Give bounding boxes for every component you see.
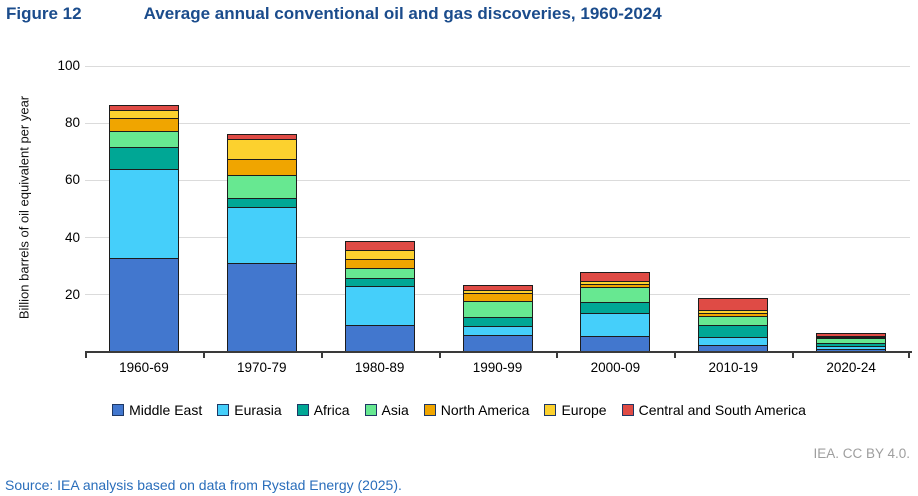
- bar-segment-middle-east-1980-89: [344, 325, 415, 352]
- figure-label: Figure 12: [6, 4, 82, 23]
- x-axis-tick: [674, 353, 677, 358]
- x-tick-label-2020-24: 2020-24: [826, 360, 876, 375]
- legend-item-africa: Africa: [296, 402, 350, 418]
- x-tick-label-1990-99: 1990-99: [472, 360, 523, 375]
- x-axis-line: [85, 351, 912, 353]
- gridline: [85, 179, 910, 181]
- legend-label-central-and-south-america: Central and South America: [638, 402, 806, 418]
- bar-1970-79: [226, 134, 297, 352]
- x-tick-label-2010-19: 2010-19: [708, 360, 758, 375]
- bar-1960-69: [108, 105, 179, 352]
- bar-slot-2000-09: [556, 66, 674, 352]
- bar-segment-europe-1970-79: [226, 139, 297, 160]
- legend-swatch-africa: [296, 404, 309, 416]
- x-axis-labels: 1960-69 1970-79 1980-89 1990-99 2000-09 2010-…: [85, 360, 910, 375]
- bar-segment-north-america-1970-79: [226, 159, 297, 176]
- legend-swatch-eurasia: [217, 404, 230, 416]
- bar-segment-asia-2000-09: [580, 287, 651, 303]
- x-axis-tick: [202, 353, 205, 358]
- bar-1990-99: [462, 285, 533, 352]
- bar-segment-middle-east-2000-09: [580, 336, 651, 352]
- y-tick-label: 40: [64, 229, 80, 245]
- y-axis-labels: 20 40 60 80 100: [38, 58, 80, 352]
- legend-swatch-europe: [544, 404, 557, 416]
- legend-swatch-asia: [364, 404, 377, 416]
- x-tick-label-1960-69: 1960-69: [119, 360, 169, 375]
- x-axis-tick: [792, 353, 795, 358]
- legend-label-north-america: North America: [440, 402, 530, 418]
- y-tick-label: 80: [64, 115, 80, 131]
- bar-slot-1980-89: [321, 66, 439, 352]
- bar-segment-middle-east-1960-69: [108, 258, 179, 352]
- legend-item-europe: Europe: [544, 402, 607, 418]
- bar-segment-asia-1960-69: [108, 131, 179, 148]
- legend-item-eurasia: Eurasia: [217, 402, 282, 418]
- bar-slot-1970-79: [203, 66, 321, 352]
- bar-2010-19: [698, 298, 769, 352]
- legend-item-middle-east: Middle East: [112, 402, 202, 418]
- bar-segment-eurasia-1970-79: [226, 207, 297, 264]
- legend-label-africa: Africa: [313, 402, 350, 418]
- x-ticks: [85, 353, 910, 359]
- bars: [85, 66, 910, 352]
- bar-segment-asia-1990-99: [462, 301, 533, 318]
- bar-segment-eurasia-1960-69: [108, 169, 179, 259]
- gridline: [85, 237, 910, 239]
- plot-area: [85, 65, 910, 352]
- bar-segment-eurasia-2000-09: [580, 313, 651, 337]
- y-axis-title: Billion barrels of oil equivalent per ye…: [16, 95, 32, 320]
- bar-segment-north-america-1960-69: [108, 118, 179, 132]
- figure-title: Average annual conventional oil and gas …: [143, 4, 662, 23]
- bar-1980-89: [344, 241, 415, 352]
- gridline: [85, 65, 910, 67]
- legend-item-north-america: North America: [423, 402, 530, 418]
- legend-swatch-middle-east: [112, 404, 125, 416]
- x-axis-tick: [438, 353, 441, 358]
- y-tick-label: 100: [57, 58, 80, 73]
- legend-label-europe: Europe: [561, 402, 607, 418]
- bar-segment-eurasia-1980-89: [344, 286, 415, 326]
- title-row: Figure 12 Average annual conventional oil…: [6, 4, 918, 24]
- x-tick-label-1970-79: 1970-79: [237, 360, 287, 375]
- bar-segment-middle-east-1970-79: [226, 263, 297, 352]
- x-axis-tick: [85, 353, 87, 358]
- x-tick-label-1980-89: 1980-89: [354, 360, 405, 375]
- y-tick-label: 20: [64, 286, 80, 302]
- gridline: [85, 122, 910, 124]
- x-axis-tick: [908, 353, 910, 358]
- bar-segment-middle-east-1990-99: [462, 335, 533, 352]
- license-text: IEA. CC BY 4.0.: [813, 446, 910, 461]
- bar-slot-1990-99: [439, 66, 557, 352]
- bar-slot-1960-69: [85, 66, 203, 352]
- legend-swatch-north-america: [423, 404, 436, 416]
- legend-item-asia: Asia: [364, 402, 409, 418]
- y-tick-label: 60: [64, 172, 80, 188]
- legend-label-middle-east: Middle East: [129, 402, 203, 418]
- bar-segment-asia-1970-79: [226, 175, 297, 199]
- x-axis-tick: [320, 353, 323, 358]
- bar-2020-24: [816, 333, 887, 352]
- legend-item-central-and-south-america: Central and South America: [621, 402, 806, 418]
- bar-segment-africa-1960-69: [108, 147, 179, 170]
- bar-slot-2010-19: [674, 66, 792, 352]
- bar-slot-2020-24: [792, 66, 910, 352]
- x-axis-tick: [556, 353, 559, 358]
- bar-2000-09: [580, 272, 651, 352]
- legend: Middle East Eurasia Africa Asia North Americ…: [0, 402, 918, 418]
- legend-label-asia: Asia: [381, 402, 409, 418]
- legend-label-eurasia: Eurasia: [234, 402, 282, 418]
- legend-swatch-central-and-south-america: [621, 404, 634, 416]
- x-tick-label-2000-09: 2000-09: [590, 360, 641, 375]
- source-text: Source: IEA analysis based on data from …: [5, 477, 402, 493]
